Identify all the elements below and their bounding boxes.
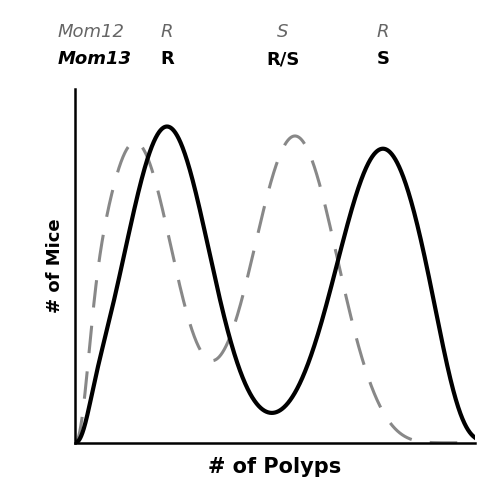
Text: S: S [376, 50, 390, 68]
Text: R: R [160, 23, 173, 41]
X-axis label: # of Polyps: # of Polyps [208, 457, 342, 477]
Text: Mom12: Mom12 [58, 23, 124, 41]
Text: R: R [160, 50, 174, 68]
Text: S: S [278, 23, 288, 41]
Text: Mom13: Mom13 [58, 50, 132, 68]
Text: R/S: R/S [266, 50, 300, 68]
Text: R: R [377, 23, 390, 41]
Y-axis label: # of Mice: # of Mice [46, 218, 64, 313]
